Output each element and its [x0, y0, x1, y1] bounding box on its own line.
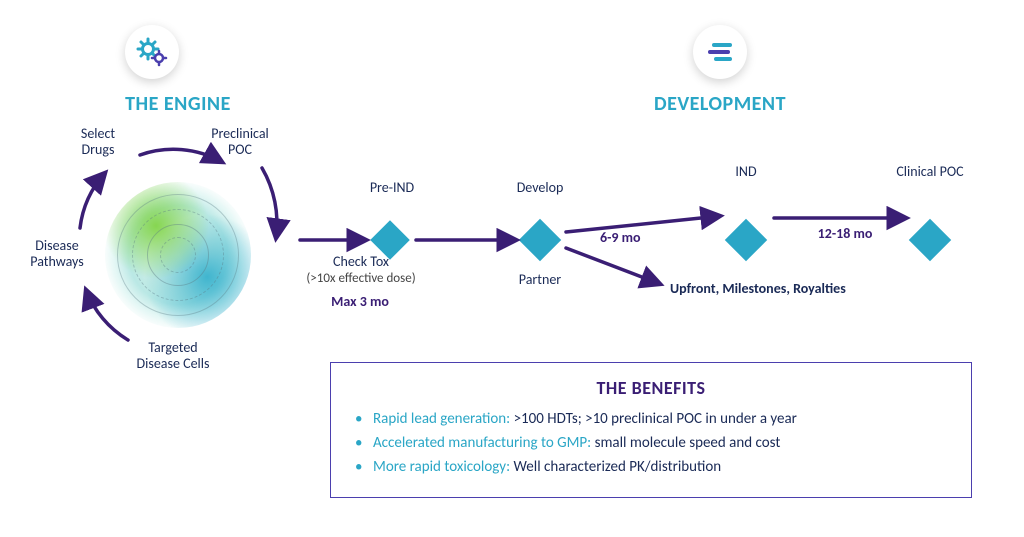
label-partner-terms: Upfront, Milestones, Royalties: [670, 280, 846, 297]
label-6-9mo: 6-9 mo: [600, 230, 660, 245]
label-dose-note: (>10x effective dose): [276, 272, 446, 287]
gears-icon: [125, 25, 179, 79]
label-12-18mo: 12-18 mo: [795, 225, 895, 242]
label-max-3mo: Max 3 mo: [300, 293, 420, 310]
benefits-box: THE BENEFITS Rapid lead generation: >100…: [330, 362, 972, 498]
diamond-clinical-poc: [909, 219, 951, 261]
label-develop: Develop: [500, 180, 580, 196]
label-clinical-poc: Clinical POC: [880, 164, 980, 180]
label-disease-pathways: DiseasePathways: [18, 238, 96, 270]
diamond-ind: [725, 219, 767, 261]
label-check-tox: Check Tox: [296, 254, 426, 270]
benefits-title: THE BENEFITS: [355, 377, 947, 399]
engine-globe: [105, 182, 251, 328]
label-partner: Partner: [500, 272, 580, 288]
label-ind: IND: [710, 164, 782, 180]
benefit-item: Rapid lead generation: >100 HDTs; >10 pr…: [355, 407, 947, 431]
diagram-stage: THE ENGINE DEVELOPMENT SelectDrugs Precl…: [0, 0, 1024, 537]
label-select-drugs: SelectDrugs: [62, 126, 134, 158]
diamond-decision: [519, 219, 561, 261]
development-title: DEVELOPMENT: [600, 92, 840, 116]
label-targeted-disease-cells: TargetedDisease Cells: [118, 340, 228, 372]
benefit-item: Accelerated manufacturing to GMP: small …: [355, 431, 947, 455]
engine-title: THE ENGINE: [60, 92, 296, 116]
label-pre-ind: Pre-IND: [352, 180, 432, 196]
benefit-item: More rapid toxicology: Well characterize…: [355, 455, 947, 479]
speed-icon: [693, 25, 747, 79]
benefits-list: Rapid lead generation: >100 HDTs; >10 pr…: [355, 407, 947, 479]
label-preclinical-poc: PreclinicalPOC: [200, 126, 280, 158]
